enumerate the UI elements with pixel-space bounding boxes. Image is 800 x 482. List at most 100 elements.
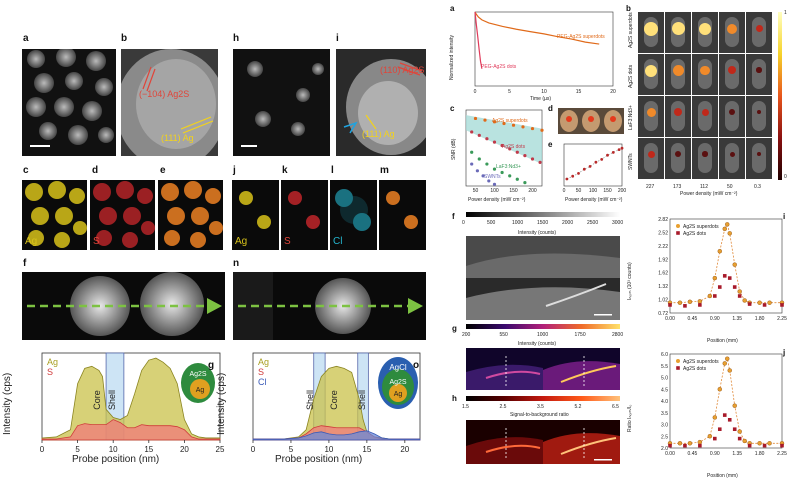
legend-S: S — [258, 367, 264, 377]
panel-letter-l: l — [331, 165, 334, 176]
b-mouse-signal — [646, 108, 656, 117]
superdots-point-6 — [717, 249, 722, 254]
r-panel-letter-i: i — [783, 212, 786, 221]
f-bar-label: Intensity (counts) — [518, 230, 557, 236]
b-row-label-3: SWNTs — [628, 153, 634, 170]
series-line-1 — [474, 11, 483, 69]
e-x-tick-0: 0 — [563, 188, 566, 194]
h-colorbar — [466, 396, 620, 401]
dots-point-0 — [668, 303, 672, 307]
b-mouse-cell — [719, 54, 745, 95]
g-ticks-label-4: 2800 — [612, 332, 624, 338]
sphere-label-2: Ag — [394, 391, 403, 398]
f-ticks-label-6: 3000 — [612, 220, 624, 226]
dots-point-7 — [732, 285, 737, 289]
r-panel-letter-e: e — [548, 140, 553, 149]
panel-g-image — [466, 348, 620, 390]
b-mouse-cell — [692, 96, 718, 137]
g-ticks-label-3: 1750 — [574, 332, 586, 338]
b-mouse-cell — [638, 96, 664, 137]
dots-point-3 — [713, 294, 717, 298]
panel-letter-f: f — [23, 258, 27, 269]
r-panel-letter-d: d — [548, 104, 553, 113]
region-label-Shell-0: Shell — [305, 390, 315, 410]
point-0-6 — [530, 126, 535, 131]
g-bar-label: Intensity (counts) — [518, 341, 557, 347]
point-1-8 — [530, 157, 535, 161]
map-l-cl: Cl — [330, 180, 377, 250]
j-xlabel: Position (mm) — [707, 473, 738, 479]
c-x-tick-2: 150 — [509, 188, 518, 194]
superdots-point-9 — [727, 368, 732, 373]
sphere-label-0: Ag2S — [189, 371, 206, 378]
hrtem-particle — [121, 49, 218, 156]
superdots-point-4 — [707, 293, 713, 299]
panel-letter-i: i — [336, 33, 339, 44]
f-ticks-label-0: 0 — [462, 220, 465, 226]
dots-point-9 — [747, 443, 752, 448]
b-row-label-1: Ag2S dots — [628, 64, 634, 88]
plot-frame — [669, 353, 783, 449]
dots-point-5 — [722, 413, 727, 417]
x-tick-label-3: 15 — [144, 445, 153, 454]
point-2-4 — [500, 170, 504, 175]
superdots-point-2 — [687, 299, 693, 305]
b-mouse-signal — [701, 108, 709, 116]
dots-point-7 — [732, 427, 737, 431]
e-point-10 — [620, 146, 624, 150]
superdots-point-3 — [697, 439, 703, 445]
e-point-8 — [611, 151, 615, 154]
point-1-3 — [492, 140, 497, 144]
b-mouse-signal — [702, 151, 708, 157]
x-tick-label-3: 15 — [362, 445, 371, 454]
h-vessels — [466, 428, 620, 464]
e-x-tick-3: 150 — [603, 188, 612, 194]
superdots-point-7 — [722, 226, 727, 232]
superdots-point-5 — [712, 275, 717, 281]
superdots-point-12 — [742, 298, 747, 303]
panel-a-image — [22, 49, 116, 156]
dots-point-6 — [727, 418, 732, 422]
b-mouse-cell — [638, 54, 664, 95]
b-mouse-cell — [665, 138, 691, 179]
legend-1: Ag2S dots — [683, 231, 707, 237]
r-panel-letter-j: j — [783, 348, 786, 357]
map-j-dots — [239, 191, 271, 229]
y-tick-4: 4.0 — [661, 399, 668, 405]
superdots-point-3 — [697, 299, 703, 304]
b-colorbar-min: 0 — [784, 174, 787, 180]
superdots-point-11 — [737, 429, 742, 434]
x-tick-3: 1.35 — [732, 451, 742, 457]
b-mouse-signal — [699, 22, 711, 35]
a-x-tick-1: 5 — [508, 89, 511, 95]
h-ticks-label-1: 2.5 — [499, 404, 507, 410]
x-tick-2: 0.90 — [710, 316, 720, 322]
f-ticks-label-1: 500 — [487, 220, 496, 226]
chart-a: 0 5 10 15 20 PEG-Ag2S superdots PEG-Ag2S dots — [474, 11, 616, 95]
point-1-6 — [515, 150, 519, 154]
b-mouse-signal — [644, 22, 658, 36]
y-tick-5: 1.32 — [658, 284, 668, 290]
legend-Ag: Ag — [47, 357, 58, 367]
o-ylabel: Intensity (cps) — [216, 372, 227, 435]
panel-letter-n: n — [233, 258, 240, 269]
series-Cl-area — [252, 430, 421, 441]
panel-letter-m: m — [380, 165, 389, 176]
point-2-7 — [523, 181, 527, 185]
point-1-9 — [538, 160, 542, 164]
chart-i: 2.82 2.52 2.22 1.92 1.62 1.32 1.02 0.720.00 0.45… — [658, 217, 787, 322]
point-2-2 — [485, 162, 489, 166]
y-tick-1: 2.52 — [658, 230, 668, 236]
series-line-0 — [474, 11, 600, 45]
b-mouse-cell — [746, 54, 772, 95]
dots-point-0 — [668, 443, 672, 448]
x-tick-label-2: 10 — [324, 445, 333, 454]
b-mouse-signal — [645, 64, 657, 77]
b-mouse-body — [725, 101, 739, 131]
b-mouse-body — [698, 143, 712, 173]
b-mouse-body — [698, 101, 712, 131]
b-mouse-cell — [692, 12, 718, 53]
point-0-3 — [502, 121, 506, 126]
